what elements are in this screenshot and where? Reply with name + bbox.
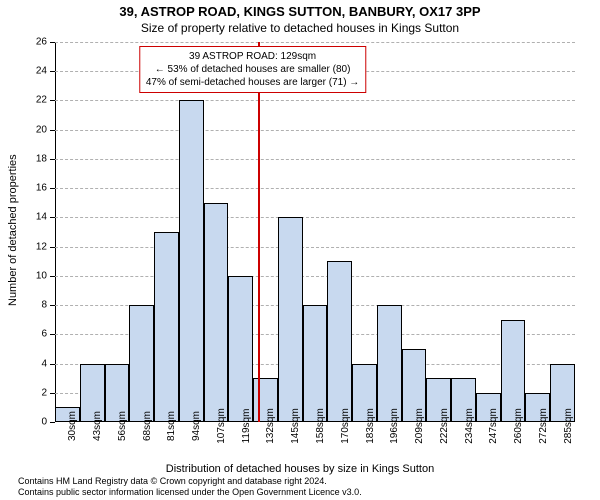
histogram-bar [303, 305, 328, 422]
y-tick [50, 42, 55, 43]
chart-footer: Contains HM Land Registry data © Crown c… [18, 476, 362, 499]
x-tick-label: 234sqm [464, 408, 475, 444]
footer-line2: Contains public sector information licen… [18, 487, 362, 498]
y-tick [50, 217, 55, 218]
y-tick [50, 276, 55, 277]
y-tick [50, 305, 55, 306]
x-tick-label: 119sqm [241, 409, 252, 444]
y-tick-label: 6 [41, 329, 47, 340]
annotation-line3: 47% of semi-detached houses are larger (… [146, 76, 359, 89]
x-tick-label: 247sqm [488, 408, 499, 444]
x-tick-label: 170sqm [340, 408, 351, 444]
x-tick-label: 260sqm [513, 408, 524, 444]
y-tick [50, 422, 55, 423]
x-tick-label: 272sqm [538, 408, 549, 444]
y-tick-label: 24 [36, 66, 47, 77]
x-tick-label: 222sqm [439, 408, 450, 444]
y-tick-label: 18 [36, 153, 47, 164]
plot-area: 02468101214161820222426 30sqm43sqm56sqm6… [55, 42, 575, 422]
histogram-bar [129, 305, 154, 422]
y-tick [50, 188, 55, 189]
y-tick-label: 0 [41, 417, 47, 428]
y-tick-label: 26 [36, 37, 47, 48]
y-tick [50, 159, 55, 160]
reference-line [258, 42, 260, 422]
x-tick-label: 285sqm [563, 408, 574, 444]
histogram-bar [377, 305, 402, 422]
y-tick [50, 334, 55, 335]
y-tick [50, 130, 55, 131]
y-tick-label: 22 [36, 95, 47, 106]
x-tick-label: 158sqm [315, 408, 326, 444]
annotation-line1: 39 ASTROP ROAD: 129sqm [146, 50, 359, 63]
y-tick-label: 20 [36, 124, 47, 135]
footer-line1: Contains HM Land Registry data © Crown c… [18, 476, 362, 487]
chart-title-sub: Size of property relative to detached ho… [0, 21, 600, 35]
x-tick-label: 30sqm [67, 411, 78, 441]
y-tick [50, 393, 55, 394]
histogram-bar [154, 232, 179, 422]
y-tick-label: 2 [41, 387, 47, 398]
chart-title-main: 39, ASTROP ROAD, KINGS SUTTON, BANBURY, … [0, 4, 600, 19]
annotation-line2: ← 53% of detached houses are smaller (80… [146, 63, 359, 76]
y-tick-label: 12 [36, 241, 47, 252]
y-tick [50, 364, 55, 365]
bars-container [55, 42, 575, 422]
y-tick-label: 14 [36, 212, 47, 223]
y-tick [50, 247, 55, 248]
x-tick-label: 145sqm [290, 408, 301, 444]
x-tick-label: 68sqm [142, 411, 153, 441]
histogram-bar [179, 100, 204, 422]
y-axis-label: Number of detached properties [7, 156, 19, 306]
x-tick-label: 183sqm [365, 408, 376, 444]
x-tick-label: 94sqm [191, 411, 202, 441]
x-tick-label: 209sqm [414, 408, 425, 444]
x-axis-label: Distribution of detached houses by size … [0, 463, 600, 475]
y-tick [50, 71, 55, 72]
y-tick-label: 10 [36, 270, 47, 281]
y-tick [50, 100, 55, 101]
histogram-bar [228, 276, 253, 422]
y-tick-label: 8 [41, 300, 47, 311]
y-tick-label: 4 [41, 358, 47, 369]
x-tick-label: 132sqm [265, 408, 276, 444]
x-tick-label: 107sqm [216, 408, 227, 444]
x-tick-label: 56sqm [117, 411, 128, 441]
histogram-bar [327, 261, 352, 422]
x-tick-label: 196sqm [389, 408, 400, 444]
histogram-bar [278, 217, 303, 422]
y-tick-label: 16 [36, 183, 47, 194]
histogram-bar [204, 203, 229, 422]
x-tick-label: 43sqm [92, 411, 103, 441]
x-tick-label: 81sqm [166, 411, 177, 441]
annotation-box: 39 ASTROP ROAD: 129sqm ← 53% of detached… [139, 46, 366, 93]
histogram-bar [501, 320, 526, 422]
